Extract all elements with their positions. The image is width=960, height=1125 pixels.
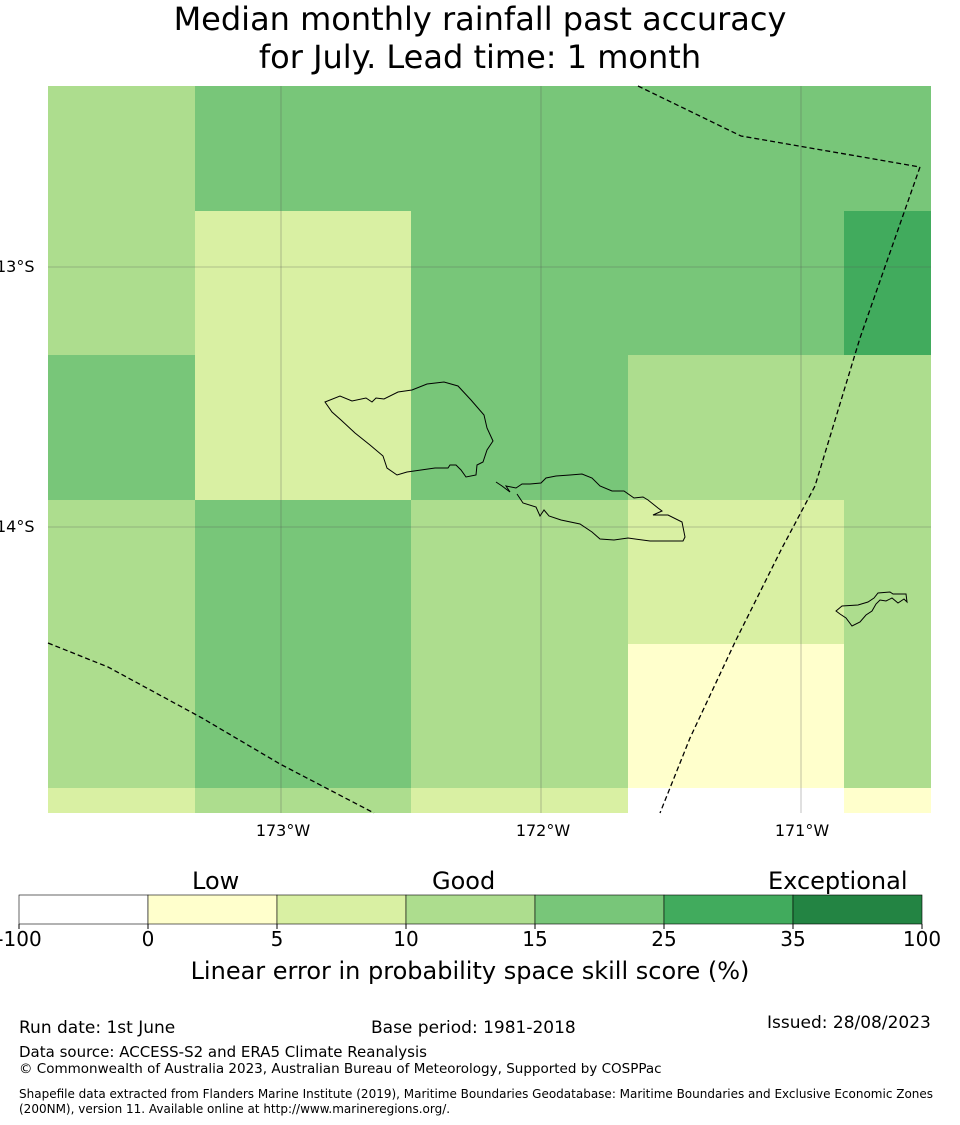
colorbar-segment bbox=[405, 894, 536, 925]
grid-cell bbox=[195, 355, 411, 500]
colorbar-tick-15: 15 bbox=[522, 927, 548, 951]
grid-cell bbox=[411, 86, 628, 211]
grid-cell bbox=[844, 788, 931, 813]
copyright-notice: © Commonwealth of Australia 2023, Austra… bbox=[19, 1061, 662, 1077]
grid-cell bbox=[628, 644, 844, 788]
colorbar bbox=[18, 894, 923, 929]
grid-cell bbox=[844, 644, 931, 788]
colorbar-category-low: Low bbox=[192, 867, 240, 895]
colorbar-tick-10: 10 bbox=[393, 927, 419, 951]
data-source: Data source: ACCESS-S2 and ERA5 Climate … bbox=[19, 1043, 427, 1061]
lon-label-171w: 171°W bbox=[774, 821, 830, 840]
colorbar-label: Linear error in probability space skill … bbox=[190, 957, 750, 985]
colorbar-tick-5: 5 bbox=[270, 927, 284, 951]
run-date: Run date: 1st June bbox=[19, 1018, 176, 1038]
eez-boundary-north bbox=[637, 85, 921, 168]
shapefile-credit-line-2: (200NM), version 11. Available online at… bbox=[19, 1102, 451, 1116]
grid-cell bbox=[195, 500, 411, 644]
grid-cell bbox=[195, 788, 411, 813]
base-period: Base period: 1981-2018 bbox=[371, 1018, 576, 1038]
grid-cell bbox=[411, 788, 628, 813]
grid-cell bbox=[411, 355, 628, 500]
grid-cell bbox=[844, 500, 931, 644]
colorbar-tick-35: 35 bbox=[780, 927, 806, 951]
colorbar-segment bbox=[663, 894, 794, 925]
colorbar-tick-0: 0 bbox=[141, 927, 155, 951]
grid-cell bbox=[411, 500, 628, 644]
lat-label-14s: 14°S bbox=[0, 517, 35, 536]
colorbar-tick-25: 25 bbox=[651, 927, 677, 951]
grid-cell bbox=[628, 788, 844, 813]
grid-cell bbox=[628, 500, 844, 644]
map-title-line-2: for July. Lead time: 1 month bbox=[258, 38, 702, 76]
colorbar-segment bbox=[792, 894, 923, 925]
lon-label-173w: 173°W bbox=[255, 821, 311, 840]
colorbar-category-exceptional: Exceptional bbox=[768, 867, 908, 895]
grid-cell bbox=[48, 500, 195, 644]
grid-cell bbox=[628, 211, 844, 355]
eez-boundary-east bbox=[659, 166, 921, 814]
graticule bbox=[48, 86, 931, 813]
lat-label-13s: 13°S bbox=[0, 257, 35, 276]
shapefile-credit-line-1: Shapefile data extracted from Flanders M… bbox=[19, 1087, 934, 1101]
grid-cell bbox=[48, 86, 195, 211]
colorbar-tick-100: 100 bbox=[902, 927, 942, 951]
coastline-tutuila bbox=[835, 591, 908, 627]
colorbar-segment bbox=[147, 894, 278, 925]
grid-cell bbox=[628, 86, 844, 211]
map-title-line-1: Median monthly rainfall past accuracy bbox=[173, 0, 787, 38]
colorbar-category-good: Good bbox=[432, 867, 496, 895]
grid-cell bbox=[48, 644, 195, 788]
grid-cell bbox=[411, 211, 628, 355]
grid-cell bbox=[48, 788, 195, 813]
coastline-upolu bbox=[495, 473, 686, 542]
eez-boundary-southwest bbox=[47, 642, 375, 814]
grid-cell bbox=[48, 355, 195, 500]
grid-cell bbox=[844, 355, 931, 500]
grid-cell bbox=[195, 211, 411, 355]
issued-date: Issued: 28/08/2023 bbox=[767, 1013, 931, 1033]
grid-cell bbox=[628, 355, 844, 500]
grid-cell bbox=[844, 211, 931, 355]
coastline-savaii bbox=[324, 381, 494, 478]
colorbar-tick-minus-100: -100 bbox=[0, 927, 42, 951]
skill-grid bbox=[48, 86, 931, 813]
grid-cell bbox=[411, 644, 628, 788]
lon-label-172w: 172°W bbox=[515, 821, 571, 840]
colorbar-segment bbox=[18, 894, 149, 925]
coastlines bbox=[324, 381, 908, 627]
grid-cell bbox=[844, 86, 931, 211]
grid-cell bbox=[195, 86, 411, 211]
grid-cell bbox=[195, 644, 411, 788]
eez-boundaries bbox=[47, 85, 921, 814]
colorbar-segment bbox=[534, 894, 665, 925]
grid-cell bbox=[48, 211, 195, 355]
colorbar-segment bbox=[276, 894, 407, 925]
